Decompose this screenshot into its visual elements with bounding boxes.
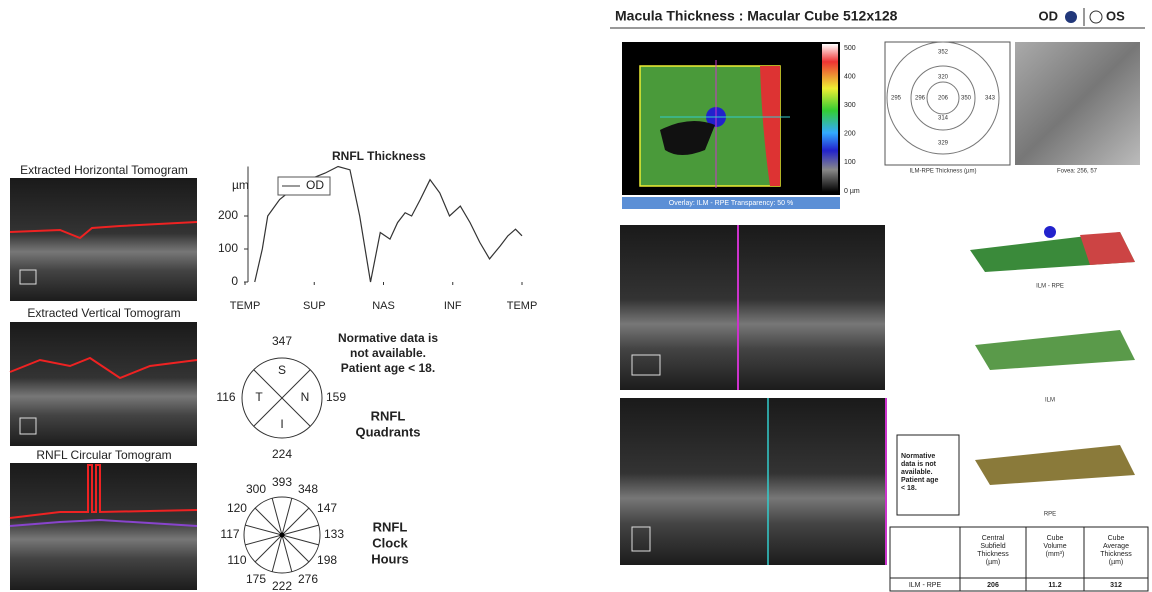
clock-value: 133 (324, 527, 344, 541)
x-tick-label: INF (444, 300, 462, 312)
colorbar-label: 500 (844, 45, 856, 52)
x-tick-label: TEMP (230, 300, 261, 312)
clock-value: 175 (246, 572, 266, 586)
clock-title: RNFL (373, 519, 408, 534)
quadrant-letter: N (301, 390, 310, 404)
y-tick-label: 100 (218, 241, 238, 255)
clock-value: 393 (272, 475, 292, 489)
table-cell: 11.2 (1048, 582, 1061, 589)
clock-title: Clock (372, 535, 408, 550)
header-line: Thickness (977, 551, 1009, 558)
header-line: (µm) (1109, 559, 1124, 566)
header-line: Cube (1047, 535, 1064, 542)
quadrant-value: 347 (272, 334, 292, 348)
quadrant-letter: S (278, 363, 286, 377)
normative-note: Patient age (901, 477, 938, 484)
clock-value: 300 (246, 482, 266, 496)
table-cell: 206 (987, 582, 999, 589)
grid-value: 352 (938, 50, 949, 56)
colorbar-label: 100 (844, 159, 856, 166)
normative-note: Patient age < 18. (341, 361, 435, 375)
eye-label: OD (1039, 8, 1059, 23)
clock-value: 276 (298, 572, 318, 586)
surface-label: RPE (1044, 512, 1056, 518)
grid-value: 350 (961, 96, 972, 102)
header-line: Thickness (1100, 551, 1132, 558)
surface-label: ILM (1045, 398, 1055, 404)
clock-value: 147 (317, 501, 337, 515)
quadrant-letter: T (255, 390, 263, 404)
tomogram-title: Extracted Horizontal Tomogram (20, 163, 188, 177)
report-title: Macula Thickness : Macular Cube 512x128 (615, 8, 898, 24)
header-line: Central (982, 535, 1005, 542)
colorbar-label: 300 (844, 102, 856, 109)
clock-value: 110 (227, 553, 246, 567)
tomogram-title: RNFL Circular Tomogram (36, 448, 171, 462)
clock-value: 222 (272, 579, 292, 592)
surface-label: ILM - RPE (1036, 284, 1064, 290)
tomogram-images (10, 178, 197, 590)
grid-value: 343 (985, 96, 996, 102)
table-cell: 312 (1110, 582, 1122, 589)
grid-value: 314 (938, 116, 949, 122)
macula-images (610, 8, 1148, 591)
header-line: (mm³) (1046, 551, 1065, 558)
eye-label: OS (1106, 8, 1125, 23)
grid-caption: ILM-RPE Thickness (µm) (909, 169, 976, 175)
clock-value: 348 (298, 482, 318, 496)
y-tick-label: 200 (218, 208, 238, 222)
normative-note: Normative (901, 453, 935, 460)
quadrant-value: 224 (272, 447, 292, 461)
colorbar-label: 400 (844, 73, 856, 80)
grid-value: 295 (891, 96, 902, 102)
grid-value: 296 (915, 96, 926, 102)
clock-value: 120 (227, 501, 247, 515)
clock-center (280, 533, 285, 538)
y-tick-label: 0 (231, 274, 238, 288)
table-cell: ILM - RPE (909, 582, 942, 589)
legend-label: OD (306, 178, 324, 192)
grid-value: 320 (938, 75, 949, 81)
x-tick-label: TEMP (507, 300, 538, 312)
normative-note: < 18. (901, 485, 917, 492)
clock-title: Hours (371, 551, 409, 566)
grid-value: 329 (938, 141, 949, 147)
fundus-caption: Fovea: 256, 57 (1057, 169, 1098, 175)
header-line: Subfield (980, 543, 1005, 550)
normative-note: data is not (901, 461, 937, 468)
tomogram-title: Extracted Vertical Tomogram (27, 306, 180, 320)
colorbar-label: 200 (844, 131, 856, 138)
quadrant-value: 116 (216, 390, 235, 404)
report: Macula Thickness : Macular Cube 512x128 … (0, 0, 1152, 592)
header-line: (µm) (986, 559, 1001, 566)
overlay-label: Overlay: ILM - RPE Transparency: 50 % (669, 200, 794, 207)
normative-note: Normative data is (338, 331, 438, 345)
quadrant-letter: I (280, 417, 283, 431)
colorbar-label: 0 µm (844, 188, 860, 195)
clock-value: 117 (220, 527, 239, 541)
header-line: Cube (1108, 535, 1125, 542)
x-tick-label: SUP (303, 300, 326, 312)
clock-value: 198 (317, 553, 337, 567)
normative-note: available. (901, 469, 933, 476)
normative-note: not available. (350, 346, 426, 360)
quadrant-value: 159 (326, 390, 346, 404)
grid-value: 206 (938, 96, 949, 102)
quadrant-title: RNFL (371, 408, 406, 423)
chart-title: RNFL Thickness (332, 149, 426, 163)
header-line: Average (1103, 543, 1129, 550)
quadrant-title: Quadrants (355, 424, 420, 439)
y-axis-label: µm (232, 178, 249, 192)
x-tick-label: NAS (372, 300, 395, 312)
header-line: Volume (1043, 543, 1066, 550)
